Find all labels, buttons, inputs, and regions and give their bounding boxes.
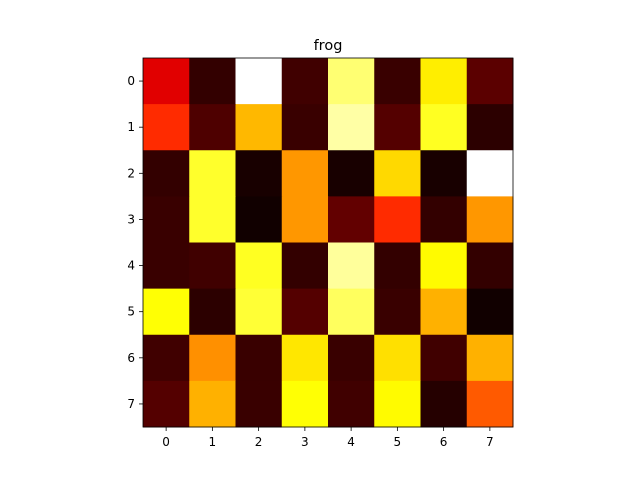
heatmap-cell-4-3	[281, 242, 329, 290]
y-tick-label-7: 7	[127, 397, 135, 411]
heatmap-cell-7-4	[328, 380, 375, 428]
heatmap-cell-7-0	[143, 380, 190, 428]
heatmap-cell-0-6	[420, 58, 468, 105]
heatmap-cell-0-1	[189, 58, 236, 105]
y-axis: 0 1 2 3 4 5 6 7	[127, 74, 143, 411]
heatmap-cell-2-7	[466, 150, 514, 197]
x-tick-label-4: 4	[347, 435, 355, 449]
heatmap-cell-7-7	[466, 380, 514, 428]
heatmap-cell-2-3	[281, 150, 329, 197]
heatmap-cell-2-6	[420, 150, 468, 197]
heatmap-cell-2-4	[328, 150, 375, 197]
heatmap-cell-5-1	[189, 288, 236, 336]
heatmap-cell-5-4	[328, 288, 375, 336]
x-tick-label-2: 2	[255, 435, 263, 449]
x-tick-label-3: 3	[301, 435, 309, 449]
heatmap-cell-1-3	[281, 104, 329, 151]
axes-frame	[142, 57, 514, 428]
heatmap-cell-7-3	[281, 380, 329, 428]
x-tick-label-6: 6	[440, 435, 448, 449]
heatmap-cell-2-0	[143, 150, 190, 197]
heatmap-cell-4-7	[466, 242, 514, 290]
chart-title: frog	[314, 38, 343, 54]
heatmap-cell-4-6	[420, 242, 468, 290]
heatmap-cell-7-1	[189, 380, 236, 428]
heatmap-cell-2-2	[235, 150, 283, 197]
x-tick-label-7: 7	[486, 435, 494, 449]
heatmap-cell-0-2	[235, 58, 283, 105]
heatmap-cell-3-6	[420, 196, 468, 243]
heatmap-cell-1-1	[189, 104, 236, 151]
heatmap-cell-0-7	[466, 58, 514, 105]
heatmap-cell-1-6	[420, 104, 468, 151]
heatmap-cell-6-2	[235, 334, 283, 382]
heatmap-cell-5-7	[466, 288, 514, 336]
heatmap-cell-2-1	[189, 150, 236, 197]
heatmap-cell-7-5	[374, 380, 421, 428]
heatmap-cell-5-0	[143, 288, 190, 336]
y-tick-label-6: 6	[127, 351, 135, 365]
y-tick-label-5: 5	[127, 305, 135, 319]
heatmap-cell-0-5	[374, 58, 421, 105]
heatmap-cell-3-3	[281, 196, 329, 243]
heatmap-cell-7-2	[235, 380, 283, 428]
heatmap-cell-2-5	[374, 150, 421, 197]
heatmap-cells	[143, 58, 514, 428]
heatmap-cell-3-5	[374, 196, 421, 243]
heatmap-cell-4-0	[143, 242, 190, 290]
y-tick-label-3: 3	[127, 212, 135, 226]
y-tick-label-4: 4	[127, 259, 135, 273]
heatmap-cell-3-0	[143, 196, 190, 243]
heatmap-cell-6-6	[420, 334, 468, 382]
heatmap-cell-6-1	[189, 334, 236, 382]
heatmap-cell-5-6	[420, 288, 468, 336]
heatmap-cell-3-4	[328, 196, 375, 243]
x-tick-label-0: 0	[162, 435, 170, 449]
x-axis: 0 1 2 3 4 5 6 7	[162, 427, 494, 449]
heatmap-cell-4-5	[374, 242, 421, 290]
heatmap-cell-5-5	[374, 288, 421, 336]
heatmap-cell-1-2	[235, 104, 283, 151]
heatmap-cell-6-5	[374, 334, 421, 382]
heatmap-cell-6-7	[466, 334, 514, 382]
heatmap-cell-0-0	[143, 58, 190, 105]
heatmap-cell-5-2	[235, 288, 283, 336]
heatmap-cell-4-1	[189, 242, 236, 290]
y-tick-label-2: 2	[127, 166, 135, 180]
heatmap-cell-1-0	[143, 104, 190, 151]
x-tick-label-1: 1	[209, 435, 217, 449]
heatmap-cell-1-4	[328, 104, 375, 151]
heatmap-cell-7-6	[420, 380, 468, 428]
y-tick-label-0: 0	[127, 74, 135, 88]
heatmap-cell-0-3	[281, 58, 329, 105]
heatmap-cell-6-3	[281, 334, 329, 382]
y-tick-label-1: 1	[127, 120, 135, 134]
heatmap-cell-5-3	[281, 288, 329, 336]
heatmap-cell-1-5	[374, 104, 421, 151]
heatmap-cell-0-4	[328, 58, 375, 105]
heatmap-cell-3-1	[189, 196, 236, 243]
heatmap-cell-6-4	[328, 334, 375, 382]
heatmap-cell-4-2	[235, 242, 283, 290]
x-tick-label-5: 5	[394, 435, 402, 449]
heatmap-cell-3-7	[466, 196, 514, 243]
heatmap-cell-6-0	[143, 334, 190, 382]
heatmap-cell-4-4	[328, 242, 375, 290]
heatmap-cell-3-2	[235, 196, 283, 243]
heatmap-cell-1-7	[466, 104, 514, 151]
